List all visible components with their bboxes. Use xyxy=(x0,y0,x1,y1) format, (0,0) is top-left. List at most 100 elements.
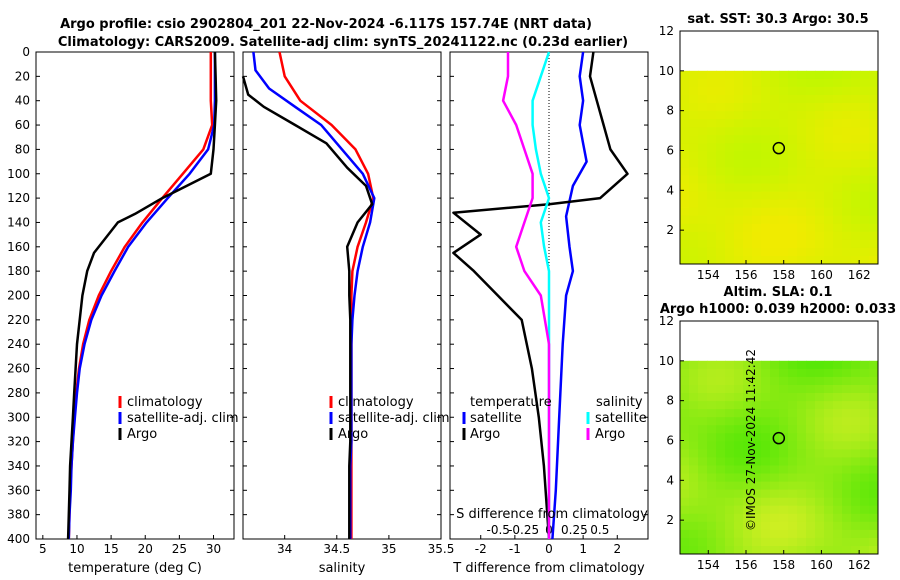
map-cell xyxy=(725,111,735,120)
map-cell xyxy=(752,175,762,184)
map-cell xyxy=(806,409,816,418)
map-cell xyxy=(788,207,798,217)
map-cell xyxy=(716,489,726,499)
map-cell xyxy=(689,489,699,499)
map-cell xyxy=(860,385,870,394)
map-cell xyxy=(788,409,798,418)
map-cell xyxy=(698,385,708,394)
map-cell xyxy=(824,86,834,96)
map-cell xyxy=(761,465,771,474)
map-cell xyxy=(761,215,771,225)
map-cell xyxy=(725,167,735,176)
map-cell xyxy=(743,401,753,410)
map-cell xyxy=(725,376,735,386)
map-cell xyxy=(734,191,744,201)
x-tick-label: 15 xyxy=(103,542,118,556)
map-cell xyxy=(788,481,798,491)
map-cell xyxy=(698,143,708,152)
map-cell xyxy=(788,151,798,160)
map-cell xyxy=(788,376,798,386)
map-cell xyxy=(698,465,708,474)
map-cell xyxy=(833,159,843,168)
map-cell xyxy=(779,183,789,192)
map-cell xyxy=(833,135,843,144)
map-cell xyxy=(842,441,852,450)
map-cell xyxy=(788,385,798,394)
map-cell xyxy=(824,465,834,474)
x-tick-label: 35 xyxy=(381,542,396,556)
map-cell xyxy=(869,449,879,458)
map-cell xyxy=(734,256,744,265)
map-cell xyxy=(707,546,717,555)
map-cell xyxy=(707,401,717,410)
map-cell xyxy=(851,529,861,539)
map-cell xyxy=(842,95,852,104)
map-cell xyxy=(815,159,825,168)
map-cell xyxy=(689,247,699,257)
map-cell xyxy=(806,376,816,386)
map-cell xyxy=(815,449,825,458)
map-cell xyxy=(797,433,807,442)
map-cell xyxy=(725,409,735,418)
map-cell xyxy=(752,393,762,402)
map-cell xyxy=(770,95,780,104)
map-cell xyxy=(806,465,816,474)
map-cell xyxy=(851,497,861,507)
temperature-legend: climatology satellite-adj. clim Argo xyxy=(118,395,239,442)
depth-tick-label: 100 xyxy=(7,167,30,181)
map-cell xyxy=(869,489,879,499)
map-cell xyxy=(824,103,834,112)
map-cell xyxy=(833,215,843,225)
map-cell xyxy=(743,505,753,515)
map-cell xyxy=(788,231,798,241)
map-cell xyxy=(761,449,771,458)
map-cell xyxy=(707,433,717,442)
map-cell xyxy=(806,143,816,152)
map-cell xyxy=(869,239,879,249)
map-cell xyxy=(770,151,780,160)
map-cell xyxy=(824,191,834,201)
map-cell xyxy=(869,223,879,233)
map-cell xyxy=(716,239,726,249)
map-cell xyxy=(779,247,789,257)
map-cell xyxy=(752,95,762,104)
map-cell xyxy=(707,86,717,96)
map-cell xyxy=(851,231,861,241)
map-cell xyxy=(761,199,771,209)
map-cell xyxy=(842,385,852,394)
map-cell xyxy=(869,401,879,410)
map-cell xyxy=(806,546,816,555)
map-cell xyxy=(734,449,744,458)
map-cell xyxy=(698,207,708,217)
map-cell xyxy=(797,465,807,474)
map-cell xyxy=(761,191,771,201)
map-cell xyxy=(842,239,852,249)
map-cell xyxy=(833,417,843,426)
map-cell xyxy=(743,191,753,201)
map-cell xyxy=(707,167,717,176)
map-cell xyxy=(824,433,834,442)
map-cell xyxy=(860,489,870,499)
map-cell xyxy=(743,223,753,233)
map-cell xyxy=(779,239,789,249)
map-cell xyxy=(770,191,780,201)
map-cell xyxy=(779,441,789,450)
map-cell xyxy=(716,151,726,160)
map-cell xyxy=(815,183,825,192)
map-cell xyxy=(761,473,771,482)
map-cell xyxy=(725,183,735,192)
map-cell xyxy=(788,191,798,201)
map-cell xyxy=(824,537,834,547)
map-cell xyxy=(815,135,825,144)
map-cell xyxy=(788,223,798,233)
map-y-tick-label: 10 xyxy=(659,64,674,78)
map-cell xyxy=(788,529,798,539)
map-cell xyxy=(716,215,726,225)
sla-map-title-2: Argo h1000: 0.039 h2000: 0.033 xyxy=(660,302,896,317)
depth-tick-label: 0 xyxy=(22,45,30,59)
map-cell xyxy=(860,449,870,458)
map-cell xyxy=(698,360,708,370)
map-cell xyxy=(698,417,708,426)
map-cell xyxy=(779,175,789,184)
